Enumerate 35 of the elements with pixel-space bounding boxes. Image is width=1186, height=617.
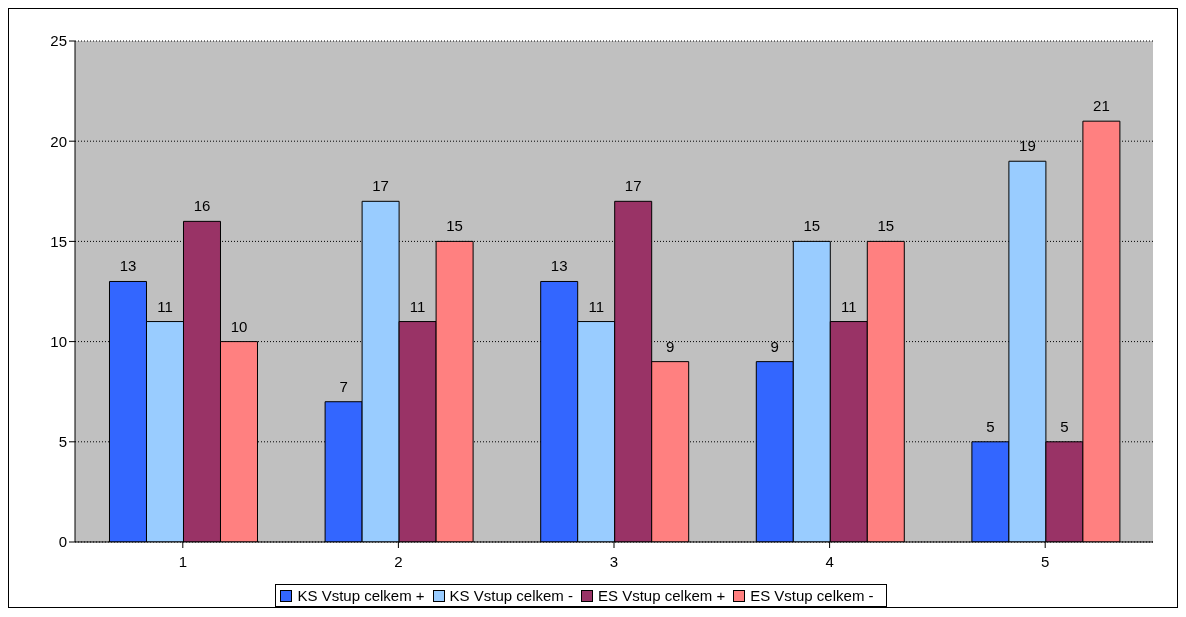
data-label: 17 — [624, 177, 642, 195]
legend-label: ES Vstup celkem + — [597, 587, 726, 604]
y-tick-label: 20 — [50, 132, 67, 150]
data-label: 11 — [409, 297, 426, 315]
data-label: 13 — [119, 257, 137, 275]
y-tick-label: 5 — [58, 433, 67, 451]
x-tick-label: 3 — [609, 552, 619, 570]
data-label: 9 — [666, 337, 675, 355]
legend-label: ES Vstup celkem - — [749, 587, 874, 604]
data-label: 5 — [1060, 417, 1069, 435]
y-tick-label: 10 — [50, 332, 67, 350]
data-label: 17 — [372, 177, 389, 195]
data-label: 15 — [877, 217, 895, 235]
y-tick-label: 25 — [50, 32, 67, 50]
x-tick-label: 1 — [178, 552, 187, 570]
data-label: 16 — [193, 197, 211, 215]
x-tick-label: 4 — [825, 552, 834, 570]
data-label: 9 — [770, 337, 779, 355]
data-label: 13 — [550, 257, 568, 275]
data-label: 21 — [1093, 97, 1110, 115]
x-tick-label: 5 — [1041, 552, 1050, 570]
data-label: 5 — [986, 417, 995, 435]
y-tick-label: 0 — [58, 533, 67, 551]
data-label: 10 — [230, 317, 248, 335]
data-label: 11 — [157, 297, 173, 315]
data-label: 15 — [446, 217, 463, 235]
x-tick-label: 2 — [394, 552, 403, 570]
data-label: 11 — [841, 297, 857, 315]
data-label: 11 — [588, 297, 604, 315]
y-tick-label: 15 — [50, 232, 67, 250]
legend-label: KS Vstup celkem - — [448, 587, 573, 604]
data-label: 15 — [803, 217, 821, 235]
data-label: 7 — [339, 377, 348, 395]
data-label: 19 — [1019, 137, 1036, 155]
legend-label: KS Vstup celkem + — [296, 587, 425, 604]
